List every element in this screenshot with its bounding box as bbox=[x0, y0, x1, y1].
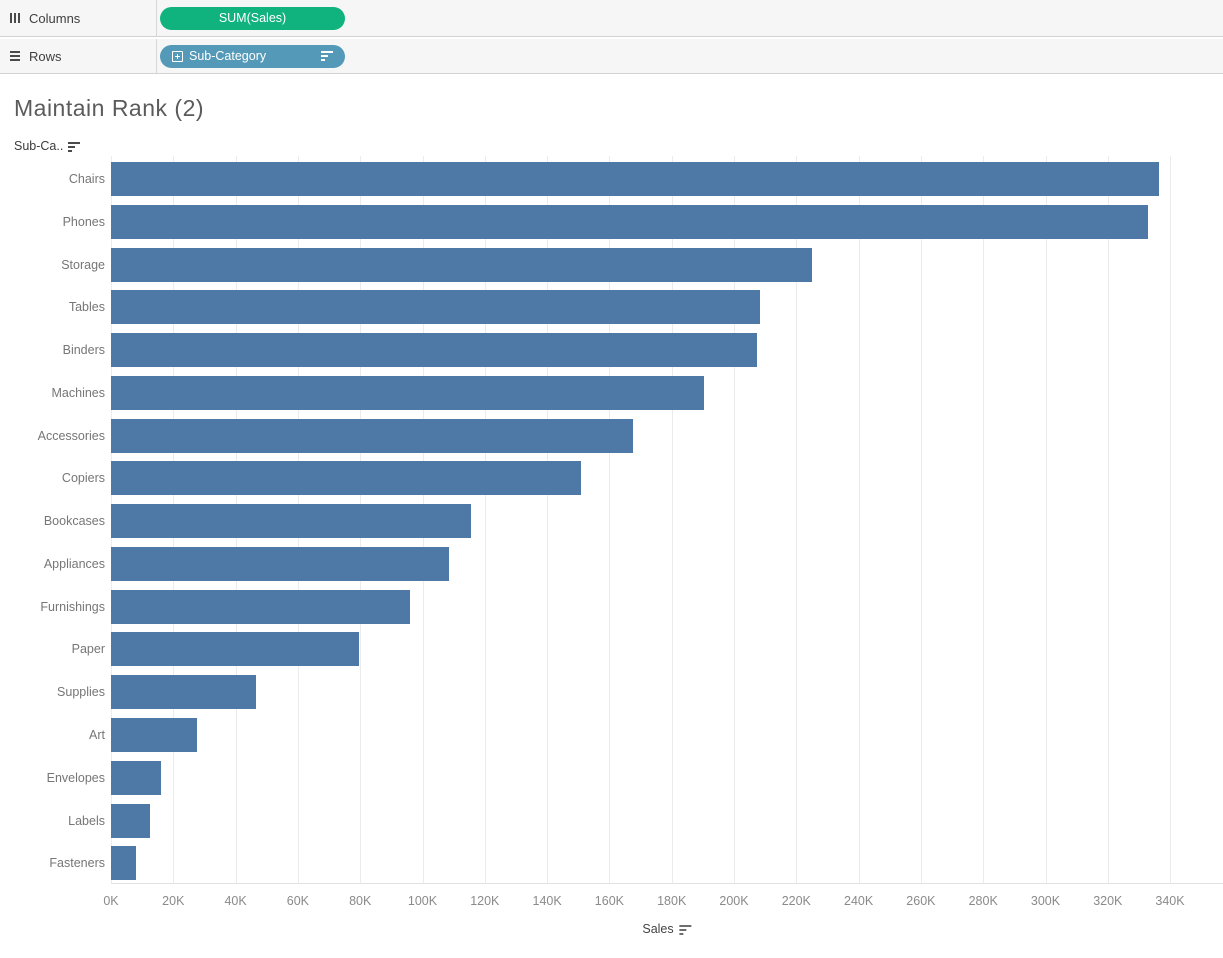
rows-pill-area[interactable]: Sub-Category bbox=[157, 39, 1223, 73]
plot-area bbox=[111, 156, 1223, 883]
sum-sales-pill-label: SUM(Sales) bbox=[218, 11, 287, 25]
x-tick-label: 340K bbox=[1155, 894, 1185, 908]
x-tick-label: 220K bbox=[781, 894, 811, 908]
x-tick-label: 180K bbox=[657, 894, 687, 908]
bar-bookcases[interactable] bbox=[111, 504, 471, 539]
category-label-binders[interactable]: Binders bbox=[62, 343, 105, 358]
bar-copiers[interactable] bbox=[111, 461, 582, 496]
x-tick-label: 80K bbox=[349, 894, 372, 908]
category-label-bookcases[interactable]: Bookcases bbox=[43, 514, 105, 529]
sheet-title: Maintain Rank (2) bbox=[14, 95, 205, 121]
gridline bbox=[1045, 156, 1047, 883]
x-axis-title[interactable]: Sales bbox=[642, 922, 692, 936]
bar-tables[interactable] bbox=[111, 290, 761, 325]
x-tick-label: 260K bbox=[906, 894, 936, 908]
bar-fasteners[interactable] bbox=[111, 846, 136, 881]
gridline bbox=[484, 156, 486, 883]
rows-shelf-header: Rows bbox=[0, 39, 157, 73]
x-tick-label: 100K bbox=[407, 894, 438, 908]
category-label-appliances[interactable]: Appliances bbox=[43, 556, 105, 571]
category-label-chairs[interactable]: Chairs bbox=[68, 172, 105, 186]
x-tick-label: 20K bbox=[162, 894, 185, 908]
x-axis-title-label: Sales bbox=[642, 922, 674, 936]
bar-chairs[interactable] bbox=[111, 162, 1160, 196]
category-label-art[interactable]: Art bbox=[89, 727, 105, 742]
rows-list-icon bbox=[10, 51, 20, 61]
columns-grid-icon bbox=[10, 13, 20, 23]
bar-binders[interactable] bbox=[111, 333, 758, 368]
x-tick-label: 60K bbox=[286, 894, 310, 908]
sort-descending-icon[interactable] bbox=[321, 51, 333, 61]
row-field-header-label: Sub-Ca.. bbox=[14, 139, 64, 153]
bar-phones[interactable] bbox=[111, 204, 1149, 239]
rows-shelf-label: Rows bbox=[29, 48, 62, 64]
x-tick-label: 120K bbox=[470, 894, 500, 908]
bar-envelopes[interactable] bbox=[111, 760, 161, 795]
sub-category-pill-label: Sub-Category bbox=[189, 49, 267, 63]
gridline bbox=[1170, 156, 1171, 883]
bar-storage[interactable] bbox=[111, 247, 812, 282]
bar-labels[interactable] bbox=[111, 803, 150, 838]
category-label-labels[interactable]: Labels bbox=[68, 813, 105, 828]
category-label-furnishings[interactable]: Furnishings bbox=[40, 599, 105, 614]
category-label-fasteners[interactable]: Fasteners bbox=[49, 856, 105, 871]
x-tick-label: 140K bbox=[532, 894, 562, 908]
columns-shelf[interactable]: Columns SUM(Sales) bbox=[0, 0, 1223, 37]
x-tick-label: 280K bbox=[968, 894, 998, 908]
x-tick-label: 40K bbox=[224, 894, 247, 908]
bar-art[interactable] bbox=[111, 717, 197, 752]
gridline bbox=[858, 156, 860, 883]
bar-appliances[interactable] bbox=[111, 546, 449, 581]
bar-paper[interactable] bbox=[111, 632, 359, 667]
x-tick-label: 0K bbox=[103, 894, 119, 908]
rows-shelf[interactable]: Rows Sub-Category bbox=[0, 37, 1223, 74]
x-tick-label: 320K bbox=[1093, 894, 1123, 908]
gridline bbox=[609, 156, 611, 883]
sub-category-pill[interactable]: Sub-Category bbox=[160, 44, 345, 68]
category-label-machines[interactable]: Machines bbox=[51, 385, 106, 400]
category-label-accessories[interactable]: Accessories bbox=[37, 428, 105, 443]
bar-supplies[interactable] bbox=[111, 675, 256, 710]
bar-machines[interactable] bbox=[111, 375, 705, 410]
columns-shelf-header: Columns bbox=[0, 0, 157, 36]
sort-descending-icon[interactable] bbox=[68, 142, 81, 152]
category-label-storage[interactable]: Storage bbox=[61, 257, 105, 272]
sum-sales-pill[interactable]: SUM(Sales) bbox=[160, 6, 345, 30]
bar-furnishings[interactable] bbox=[111, 589, 410, 624]
gridline bbox=[734, 156, 735, 883]
category-label-copiers[interactable]: Copiers bbox=[61, 471, 105, 486]
gridline bbox=[983, 156, 985, 883]
columns-shelf-label: Columns bbox=[29, 10, 81, 26]
shelf-area: Columns SUM(Sales) Rows Sub-Category bbox=[0, 0, 1223, 74]
columns-pill-area[interactable]: SUM(Sales) bbox=[157, 0, 1223, 36]
category-label-paper[interactable]: Paper bbox=[71, 642, 105, 657]
category-label-phones[interactable]: Phones bbox=[62, 214, 105, 229]
bar-accessories[interactable] bbox=[111, 418, 633, 453]
x-axis-line bbox=[111, 883, 1223, 884]
x-tick-label: 240K bbox=[843, 894, 874, 908]
gridline bbox=[547, 156, 549, 883]
category-axis: Chairs Phones Storage Tables Binders Machines… bbox=[0, 156, 105, 883]
x-tick-label: 300K bbox=[1030, 894, 1061, 908]
gridline bbox=[671, 156, 673, 883]
category-label-tables[interactable]: Tables bbox=[68, 300, 105, 315]
gridline bbox=[796, 156, 798, 883]
x-tick-label: 200K bbox=[719, 894, 749, 908]
category-label-supplies[interactable]: Supplies bbox=[57, 685, 105, 700]
gridline bbox=[920, 156, 922, 883]
gridline bbox=[1107, 156, 1109, 883]
row-field-header[interactable]: Sub-Ca.. bbox=[14, 139, 81, 153]
category-label-envelopes[interactable]: Envelopes bbox=[46, 770, 105, 785]
sort-descending-icon[interactable] bbox=[679, 925, 692, 935]
x-tick-label: 160K bbox=[594, 894, 624, 908]
expand-plus-icon[interactable] bbox=[172, 50, 183, 62]
